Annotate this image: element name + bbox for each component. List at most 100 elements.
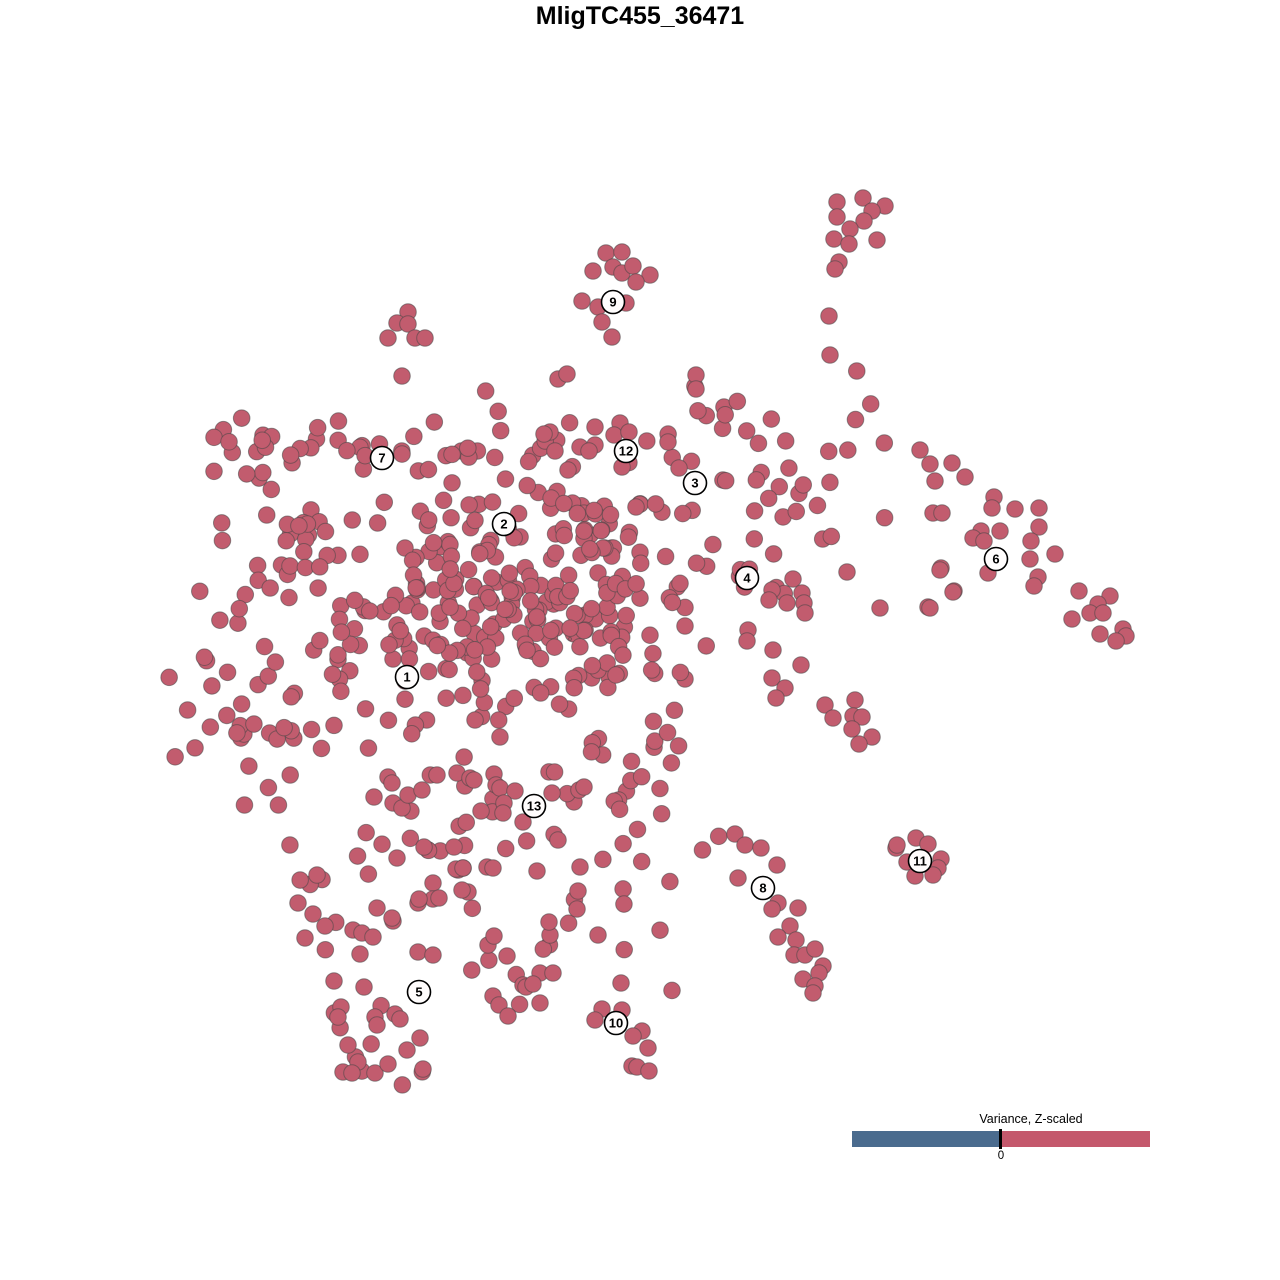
data-point — [776, 432, 795, 450]
data-point — [277, 532, 295, 550]
data-point — [767, 689, 785, 707]
data-point — [1046, 545, 1064, 563]
cluster-label-text: 3 — [691, 476, 698, 491]
data-point — [601, 505, 620, 524]
data-point — [614, 880, 632, 898]
data-point — [855, 212, 873, 230]
data-point — [983, 499, 1001, 517]
data-point — [924, 866, 942, 884]
data-point — [770, 477, 789, 496]
data-point — [442, 508, 460, 527]
data-point — [453, 619, 472, 638]
data-point — [419, 460, 438, 479]
data-point — [491, 779, 509, 797]
data-point — [220, 433, 238, 451]
data-point — [498, 947, 516, 965]
data-point — [549, 831, 567, 849]
data-point — [400, 650, 419, 668]
data-point — [824, 709, 842, 727]
data-point — [496, 839, 515, 858]
data-point — [281, 446, 300, 464]
data-point — [348, 847, 367, 865]
data-point — [411, 1029, 429, 1047]
data-point — [1025, 577, 1043, 595]
data-point — [205, 462, 223, 481]
data-point — [565, 679, 583, 697]
data-point — [620, 423, 638, 441]
data-point — [311, 631, 329, 650]
data-point — [266, 653, 285, 671]
cluster-label-circle — [907, 848, 933, 874]
data-point — [747, 471, 766, 489]
data-point — [514, 813, 532, 831]
data-point — [762, 410, 781, 428]
data-point — [627, 273, 645, 291]
data-point — [687, 554, 706, 572]
data-point — [956, 468, 974, 486]
data-point — [737, 422, 756, 440]
data-point — [255, 637, 274, 656]
data-point — [484, 859, 502, 877]
data-point — [534, 940, 553, 958]
data-point — [575, 522, 593, 540]
data-point — [839, 441, 857, 459]
data-point — [425, 413, 444, 431]
data-point — [1021, 550, 1039, 568]
data-point — [528, 608, 546, 626]
data-point — [410, 603, 429, 621]
data-point — [573, 292, 591, 310]
data-point — [689, 401, 707, 420]
data-point — [428, 636, 447, 655]
data-point — [368, 514, 387, 532]
cluster-label-10: 10 — [603, 1010, 629, 1036]
data-point — [819, 442, 838, 461]
data-point — [944, 583, 962, 601]
data-point — [806, 940, 824, 958]
data-point — [651, 779, 669, 798]
data-point — [443, 474, 461, 492]
data-point — [687, 380, 705, 398]
data-point — [619, 528, 638, 546]
data-point — [191, 582, 209, 601]
data-point — [610, 800, 629, 819]
cluster-label-circle — [369, 445, 395, 471]
data-point — [764, 545, 783, 563]
data-point — [850, 735, 868, 753]
data-point — [599, 678, 617, 697]
data-point — [329, 412, 348, 430]
data-point — [840, 235, 858, 253]
data-point — [780, 459, 798, 477]
data-point — [316, 522, 335, 541]
data-point — [728, 392, 747, 411]
data-point — [480, 951, 498, 969]
data-point — [671, 663, 690, 682]
data-point — [555, 494, 573, 513]
data-point — [784, 570, 802, 588]
data-point — [205, 428, 223, 447]
data-point — [540, 913, 558, 931]
data-point — [759, 489, 778, 508]
legend-zero-label: 0 — [997, 1150, 1005, 1162]
data-point — [280, 588, 298, 607]
data-point — [518, 476, 537, 495]
data-point — [489, 402, 507, 421]
data-point — [410, 890, 428, 908]
data-point — [847, 362, 866, 380]
data-point — [259, 667, 278, 685]
cluster-label-text: 13 — [527, 799, 541, 814]
data-point — [304, 905, 322, 923]
data-point — [828, 193, 846, 211]
data-point — [160, 668, 178, 687]
data-point — [583, 656, 602, 675]
data-point — [854, 189, 872, 207]
data-point — [518, 641, 536, 660]
data-point — [1006, 500, 1024, 518]
cluster-label-circle — [734, 565, 760, 591]
cluster-label-4: 4 — [734, 565, 760, 591]
data-point — [455, 748, 473, 766]
data-point — [709, 827, 728, 846]
data-point — [794, 476, 813, 494]
data-point — [613, 243, 631, 261]
data-point — [257, 506, 276, 524]
